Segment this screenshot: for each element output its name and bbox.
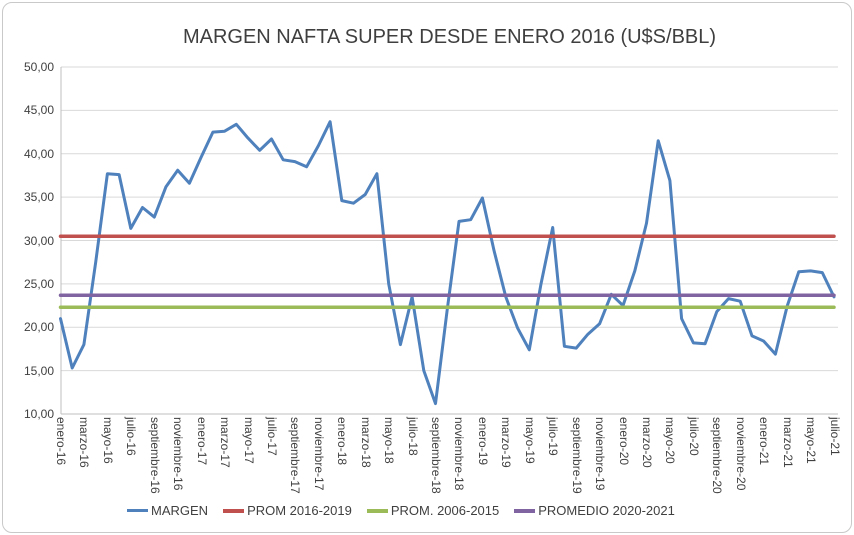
x-tick-label: marzo-19 — [499, 417, 514, 468]
x-tick-label: septiembre-17 — [288, 417, 303, 494]
x-tick-label: marzo-21 — [780, 417, 795, 468]
legend-line-swatch — [127, 509, 148, 512]
x-tick-label: noviembre-20 — [733, 417, 748, 491]
x-tick-label: mayo-20 — [663, 417, 678, 464]
y-tick-label: 45,00 — [23, 103, 54, 118]
x-tick-label: enero-21 — [757, 417, 772, 466]
legend-item-margen: MARGEN — [127, 503, 208, 518]
x-tick-label: enero-18 — [335, 417, 350, 466]
y-tick-label: 25,00 — [23, 276, 54, 291]
legend-item-prom-2016-2019: PROM 2016-2019 — [223, 503, 352, 518]
legend: MARGEN PROM 2016-2019 PROM. 2006-2015 PROME… — [127, 503, 675, 518]
y-tick-label: 20,00 — [23, 320, 54, 335]
x-tick-label: julio-17 — [264, 417, 279, 456]
x-tick-label: mayo-19 — [522, 417, 537, 464]
legend-label: PROMEDIO 2020-2021 — [538, 503, 675, 518]
legend-line-swatch — [514, 508, 536, 513]
legend-line-swatch — [366, 508, 388, 513]
x-tick-label: septiembre-16 — [147, 417, 162, 494]
x-tick-label: noviembre-18 — [452, 417, 467, 491]
x-tick-label: marzo-20 — [639, 417, 654, 468]
x-tick-label: marzo-18 — [358, 417, 373, 468]
x-tick-label: julio-19 — [546, 417, 561, 456]
y-tick-label: 35,00 — [23, 190, 54, 205]
x-tick-label: septiembre-18 — [429, 417, 444, 494]
y-tick-label: 30,00 — [23, 233, 54, 248]
legend-label: PROM. 2006-2015 — [390, 503, 500, 518]
x-tick-label: mayo-18 — [382, 417, 397, 464]
y-tick-label: 10,00 — [23, 407, 54, 421]
x-tick-label: julio-16 — [124, 417, 139, 456]
x-tick-label: julio-18 — [405, 417, 420, 456]
x-tick-label: noviembre-17 — [311, 417, 326, 491]
x-tick-label: noviembre-19 — [593, 417, 608, 491]
x-tick-label: noviembre-16 — [171, 417, 186, 491]
x-tick-label: enero-19 — [475, 417, 490, 466]
legend-item-prom-2006-2015: PROM. 2006-2015 — [366, 503, 500, 518]
x-tick-label: septiembre-20 — [710, 417, 725, 494]
legend-label: MARGEN — [151, 503, 209, 518]
series-line-margen — [59, 120, 836, 406]
x-tick-label: marzo-17 — [218, 417, 233, 468]
x-tick-label: mayo-21 — [804, 417, 819, 464]
x-tick-label: julio-21 — [827, 417, 842, 456]
legend-label: PROM 2016-2019 — [247, 503, 352, 518]
x-tick-label: septiembre-19 — [569, 417, 584, 494]
legend-line-swatch — [223, 508, 245, 513]
x-tick-label: mayo-16 — [100, 417, 115, 464]
chart-title: MARGEN NAFTA SUPER DESDE ENERO 2016 (U$S… — [182, 26, 717, 48]
y-tick-label: 15,00 — [23, 363, 54, 378]
x-tick-label: enero-17 — [194, 417, 209, 466]
y-tick-label: 50,00 — [23, 60, 54, 74]
x-tick-label: mayo-17 — [241, 417, 256, 464]
x-tick-label: enero-16 — [54, 417, 68, 466]
legend-item-promedio-2020-2021: PROMEDIO 2020-2021 — [514, 503, 675, 518]
x-tick-label: julio-20 — [686, 417, 701, 456]
x-tick-label: marzo-16 — [77, 417, 92, 468]
x-tick-label: enero-20 — [616, 417, 631, 466]
y-tick-label: 40,00 — [23, 146, 54, 161]
